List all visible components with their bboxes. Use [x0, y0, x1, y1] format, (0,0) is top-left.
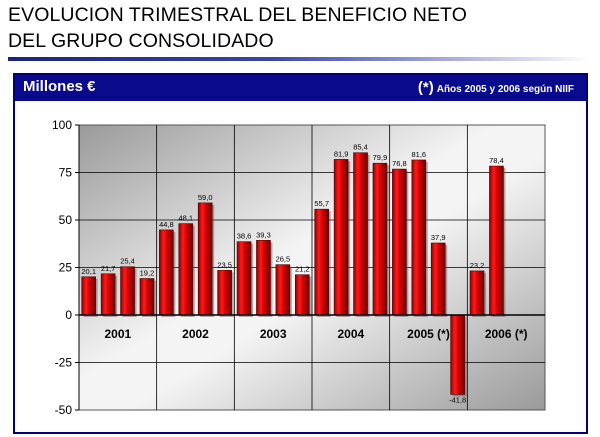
data-label: 21,2 — [295, 265, 310, 274]
data-label: 38,6 — [237, 232, 252, 241]
bar — [81, 276, 97, 316]
data-label: 39,3 — [256, 230, 271, 239]
data-label: 85,4 — [353, 143, 368, 152]
accounting-note: (*) Años 2005 y 2006 según NIIF — [418, 79, 574, 96]
bar — [178, 223, 194, 316]
data-label: 48,1 — [178, 214, 193, 223]
data-label: 44,8 — [159, 220, 174, 229]
data-label: 26,5 — [276, 255, 291, 264]
panel-header: Millones € (*) Años 2005 y 2006 según NII… — [15, 75, 586, 101]
y-tick-label: 75 — [59, 166, 73, 180]
data-label: 21,7 — [101, 264, 116, 273]
bar — [489, 165, 504, 316]
bar — [217, 270, 232, 316]
note-mark: (*) — [417, 79, 434, 96]
data-label: 19,2 — [140, 269, 155, 278]
category-label: 2003 — [260, 327, 287, 341]
bar — [159, 229, 174, 316]
y-tick-label: 100 — [52, 118, 72, 132]
data-label: 81,9 — [334, 149, 349, 158]
bar — [256, 240, 271, 316]
y-tick-label: -50 — [55, 403, 73, 417]
category-label: 2001 — [104, 327, 131, 341]
y-tick-label: -25 — [55, 356, 73, 370]
category-label: 2005 (*) — [407, 327, 450, 341]
page-title: EVOLUCION TRIMESTRAL DEL BENEFICIO NETO … — [8, 4, 467, 52]
data-label: -41,8 — [449, 395, 466, 404]
data-label: 23,5 — [217, 260, 232, 269]
bar — [411, 159, 427, 316]
data-label: 79,9 — [373, 153, 388, 162]
units-label: Millones € — [23, 78, 96, 95]
data-label: 55,7 — [314, 199, 329, 208]
y-tick-label: 25 — [59, 261, 73, 275]
bar — [197, 202, 213, 316]
category-label: 2006 (*) — [485, 327, 528, 341]
bar — [469, 270, 485, 316]
bar — [333, 159, 349, 316]
bar — [100, 273, 116, 316]
y-tick-label: 0 — [65, 308, 72, 322]
category-label: 2004 — [337, 327, 364, 341]
bar — [314, 208, 330, 316]
data-label: 23,2 — [470, 261, 485, 270]
category-label: 2002 — [182, 327, 209, 341]
bar — [372, 162, 388, 316]
data-label: 81,6 — [411, 150, 426, 159]
bar — [430, 242, 446, 316]
data-label: 20,1 — [81, 267, 96, 276]
note-text: Años 2005 y 2006 según NIIF — [436, 84, 574, 95]
bar — [450, 314, 465, 395]
bar — [353, 152, 368, 316]
data-label: 25,4 — [120, 257, 135, 266]
bar — [236, 241, 252, 316]
bar — [275, 264, 291, 316]
bar — [139, 278, 155, 316]
bar — [120, 266, 135, 316]
data-label: 78,4 — [489, 156, 504, 165]
bar — [294, 274, 310, 316]
bar — [392, 168, 407, 316]
y-tick-label: 50 — [59, 213, 73, 227]
data-label: 59,0 — [198, 193, 213, 202]
data-label: 76,8 — [392, 159, 407, 168]
data-label: 37,9 — [431, 233, 446, 242]
title-underline — [8, 57, 592, 61]
